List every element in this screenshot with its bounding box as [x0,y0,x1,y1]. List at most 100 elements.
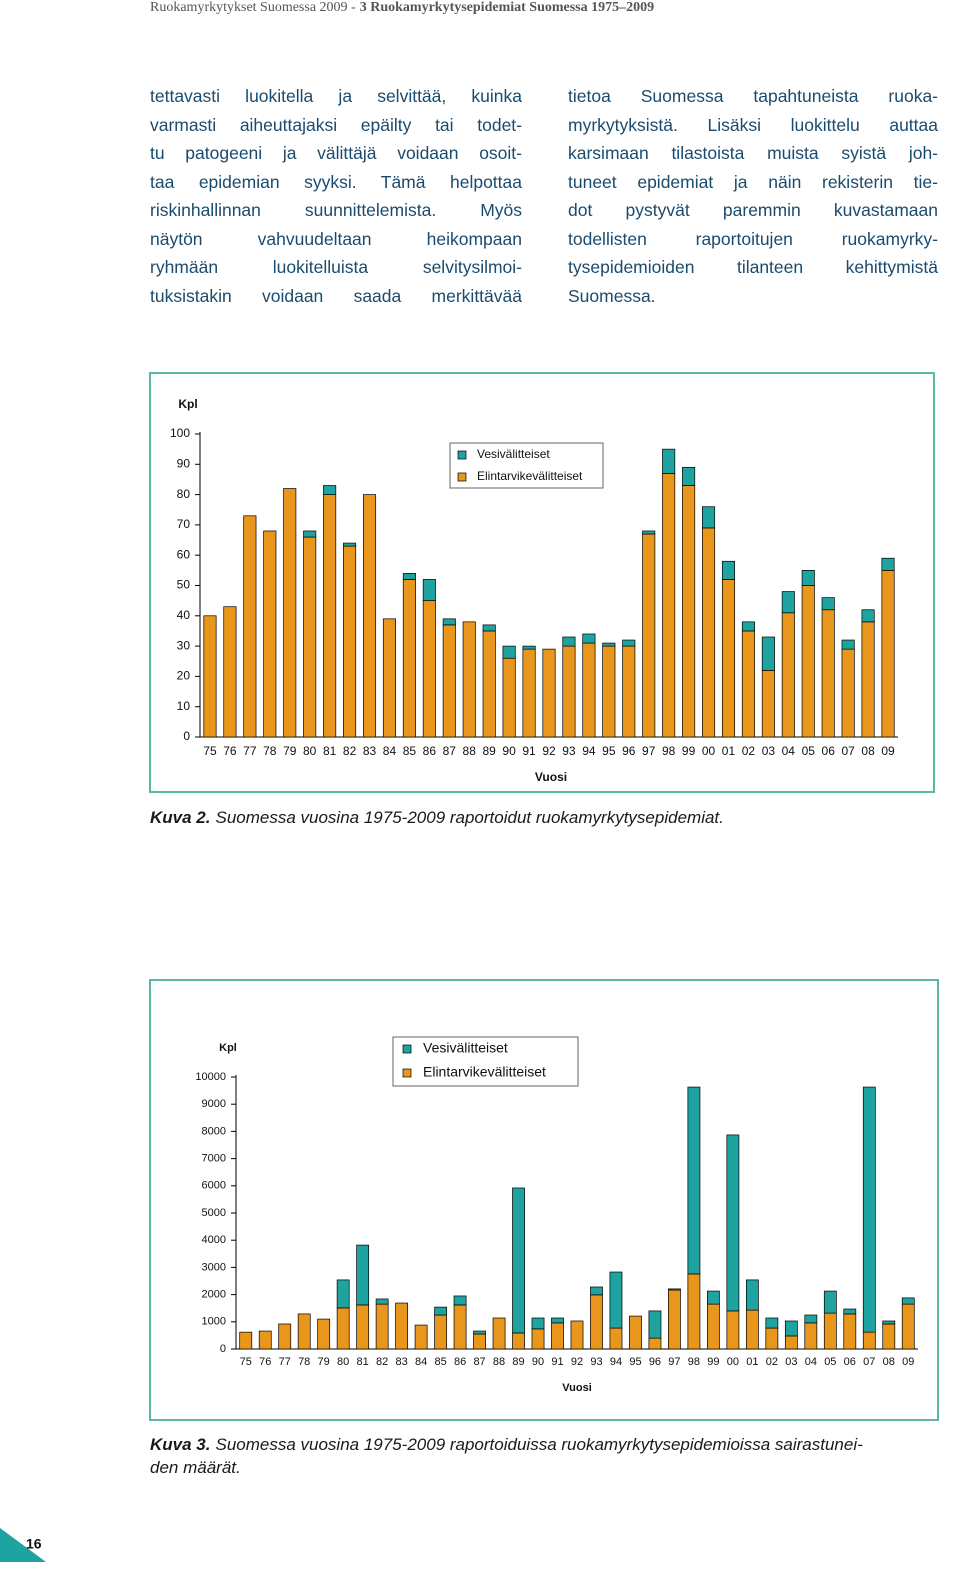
legend-label: Elintarvikevälitteiset [477,469,583,483]
x-tick-label: 98 [688,1356,700,1368]
legend-label: Elintarvikevälitteiset [423,1064,546,1080]
x-tick-label: 04 [782,744,796,758]
caption-text: Suomessa vuosina 1975-2009 raportoidut r… [215,808,724,827]
bar-segment [761,669,775,738]
x-tick-label: 09 [902,1356,914,1368]
bar-segment [761,636,775,671]
x-tick-label: 99 [707,1356,719,1368]
bar-segment [682,466,696,486]
bar-segment [482,630,496,738]
bar-segment [258,1330,272,1350]
x-tick-label: 80 [337,1356,349,1368]
x-tick-label: 81 [323,744,337,758]
x-tick-label: 08 [883,1356,895,1368]
bar-segment [648,1337,662,1350]
x-tick-label: 00 [727,1356,739,1368]
bar-segment [442,618,456,626]
bar-segment [336,1279,350,1309]
caption-text: den määrät. [150,1458,241,1477]
legend-box [392,1036,579,1087]
y-tick-label: 90 [177,456,191,470]
bar-segment [473,1333,486,1350]
bar-segment [395,1302,409,1350]
bar-segment [702,527,716,738]
bar-segment [801,585,815,738]
axis-title: Kpl [219,1042,237,1054]
caption: Kuva 3. Suomessa vuosina 1975-2009 raport… [150,1433,863,1479]
bar-segment [745,1279,759,1311]
x-tick-label: 75 [240,1356,252,1368]
legend-label: Vesivälitteiset [423,1040,508,1056]
x-tick-label: 93 [590,1356,602,1368]
bar-segment [741,621,755,632]
legend-swatch [402,1068,412,1078]
x-tick-label: 77 [243,744,257,758]
x-tick-label: 05 [824,1356,836,1368]
x-tick-label: 82 [376,1356,388,1368]
bar-segment [765,1317,779,1329]
bar-segment [668,1289,681,1350]
bar-segment [582,633,596,644]
text-line: myrkytyksistä. Lisäksi luokittelu auttaa [568,114,938,135]
caption: Kuva 2. Suomessa vuosina 1975-2009 raport… [150,806,724,829]
bar-segment [278,1323,292,1350]
bar-segment [356,1244,370,1306]
y-tick-label: 10000 [195,1071,226,1083]
x-tick-label: 92 [571,1356,583,1368]
bar-segment [861,609,875,623]
bar-segment [482,624,496,632]
y-tick-label: 0 [183,729,190,743]
bar-segment [622,645,636,738]
text-line: karsimaan tilastoista muista syistä joh- [568,143,938,163]
bar-segment [382,618,396,738]
bar-segment [492,1317,506,1350]
bar-segment [609,1271,623,1329]
bar-segment [843,1308,857,1315]
y-tick-label: 10 [177,699,191,713]
figure-frame [149,372,935,793]
bar-segment [422,579,436,602]
y-tick-label: 2000 [202,1289,226,1301]
bar-segment [303,530,317,538]
bar-segment [343,545,357,738]
bar-segment [765,1327,779,1350]
bar-segment [602,645,616,738]
bar-segment [323,494,337,738]
x-tick-label: 05 [802,744,816,758]
x-tick-label: 01 [722,744,736,758]
legend-label: Vesivälitteiset [477,447,550,461]
bar-segment [801,569,815,586]
bar-segment [662,473,676,738]
bar-segment [239,1331,253,1350]
bar-segment [901,1297,915,1305]
bar-segment [784,1320,798,1337]
bar-segment [841,639,855,650]
bar-segment [682,485,696,738]
axis-title: Vuosi [535,770,567,784]
bar-segment [590,1294,603,1350]
x-tick-label: 85 [403,744,417,758]
x-tick-label: 08 [861,744,875,758]
legend-swatch [457,450,467,460]
y-tick-label: 60 [177,547,191,561]
x-tick-label: 84 [415,1356,427,1368]
y-tick-label: 80 [177,487,191,501]
bar-segment [821,597,835,611]
x-tick-label: 07 [841,744,855,758]
x-tick-label: 90 [502,744,516,758]
x-tick-label: 90 [532,1356,544,1368]
y-tick-label: 5000 [202,1207,226,1219]
x-tick-label: 83 [396,1356,408,1368]
bar-segment [243,515,257,738]
x-tick-label: 04 [805,1356,817,1368]
bar-segment [323,485,337,495]
x-tick-label: 78 [298,1356,310,1368]
x-tick-label: 07 [863,1356,875,1368]
bar-segment [821,609,835,738]
x-tick-label: 78 [263,744,277,758]
bar-segment [203,615,217,738]
bar-segment [882,1320,896,1325]
bar-segment [453,1295,467,1306]
